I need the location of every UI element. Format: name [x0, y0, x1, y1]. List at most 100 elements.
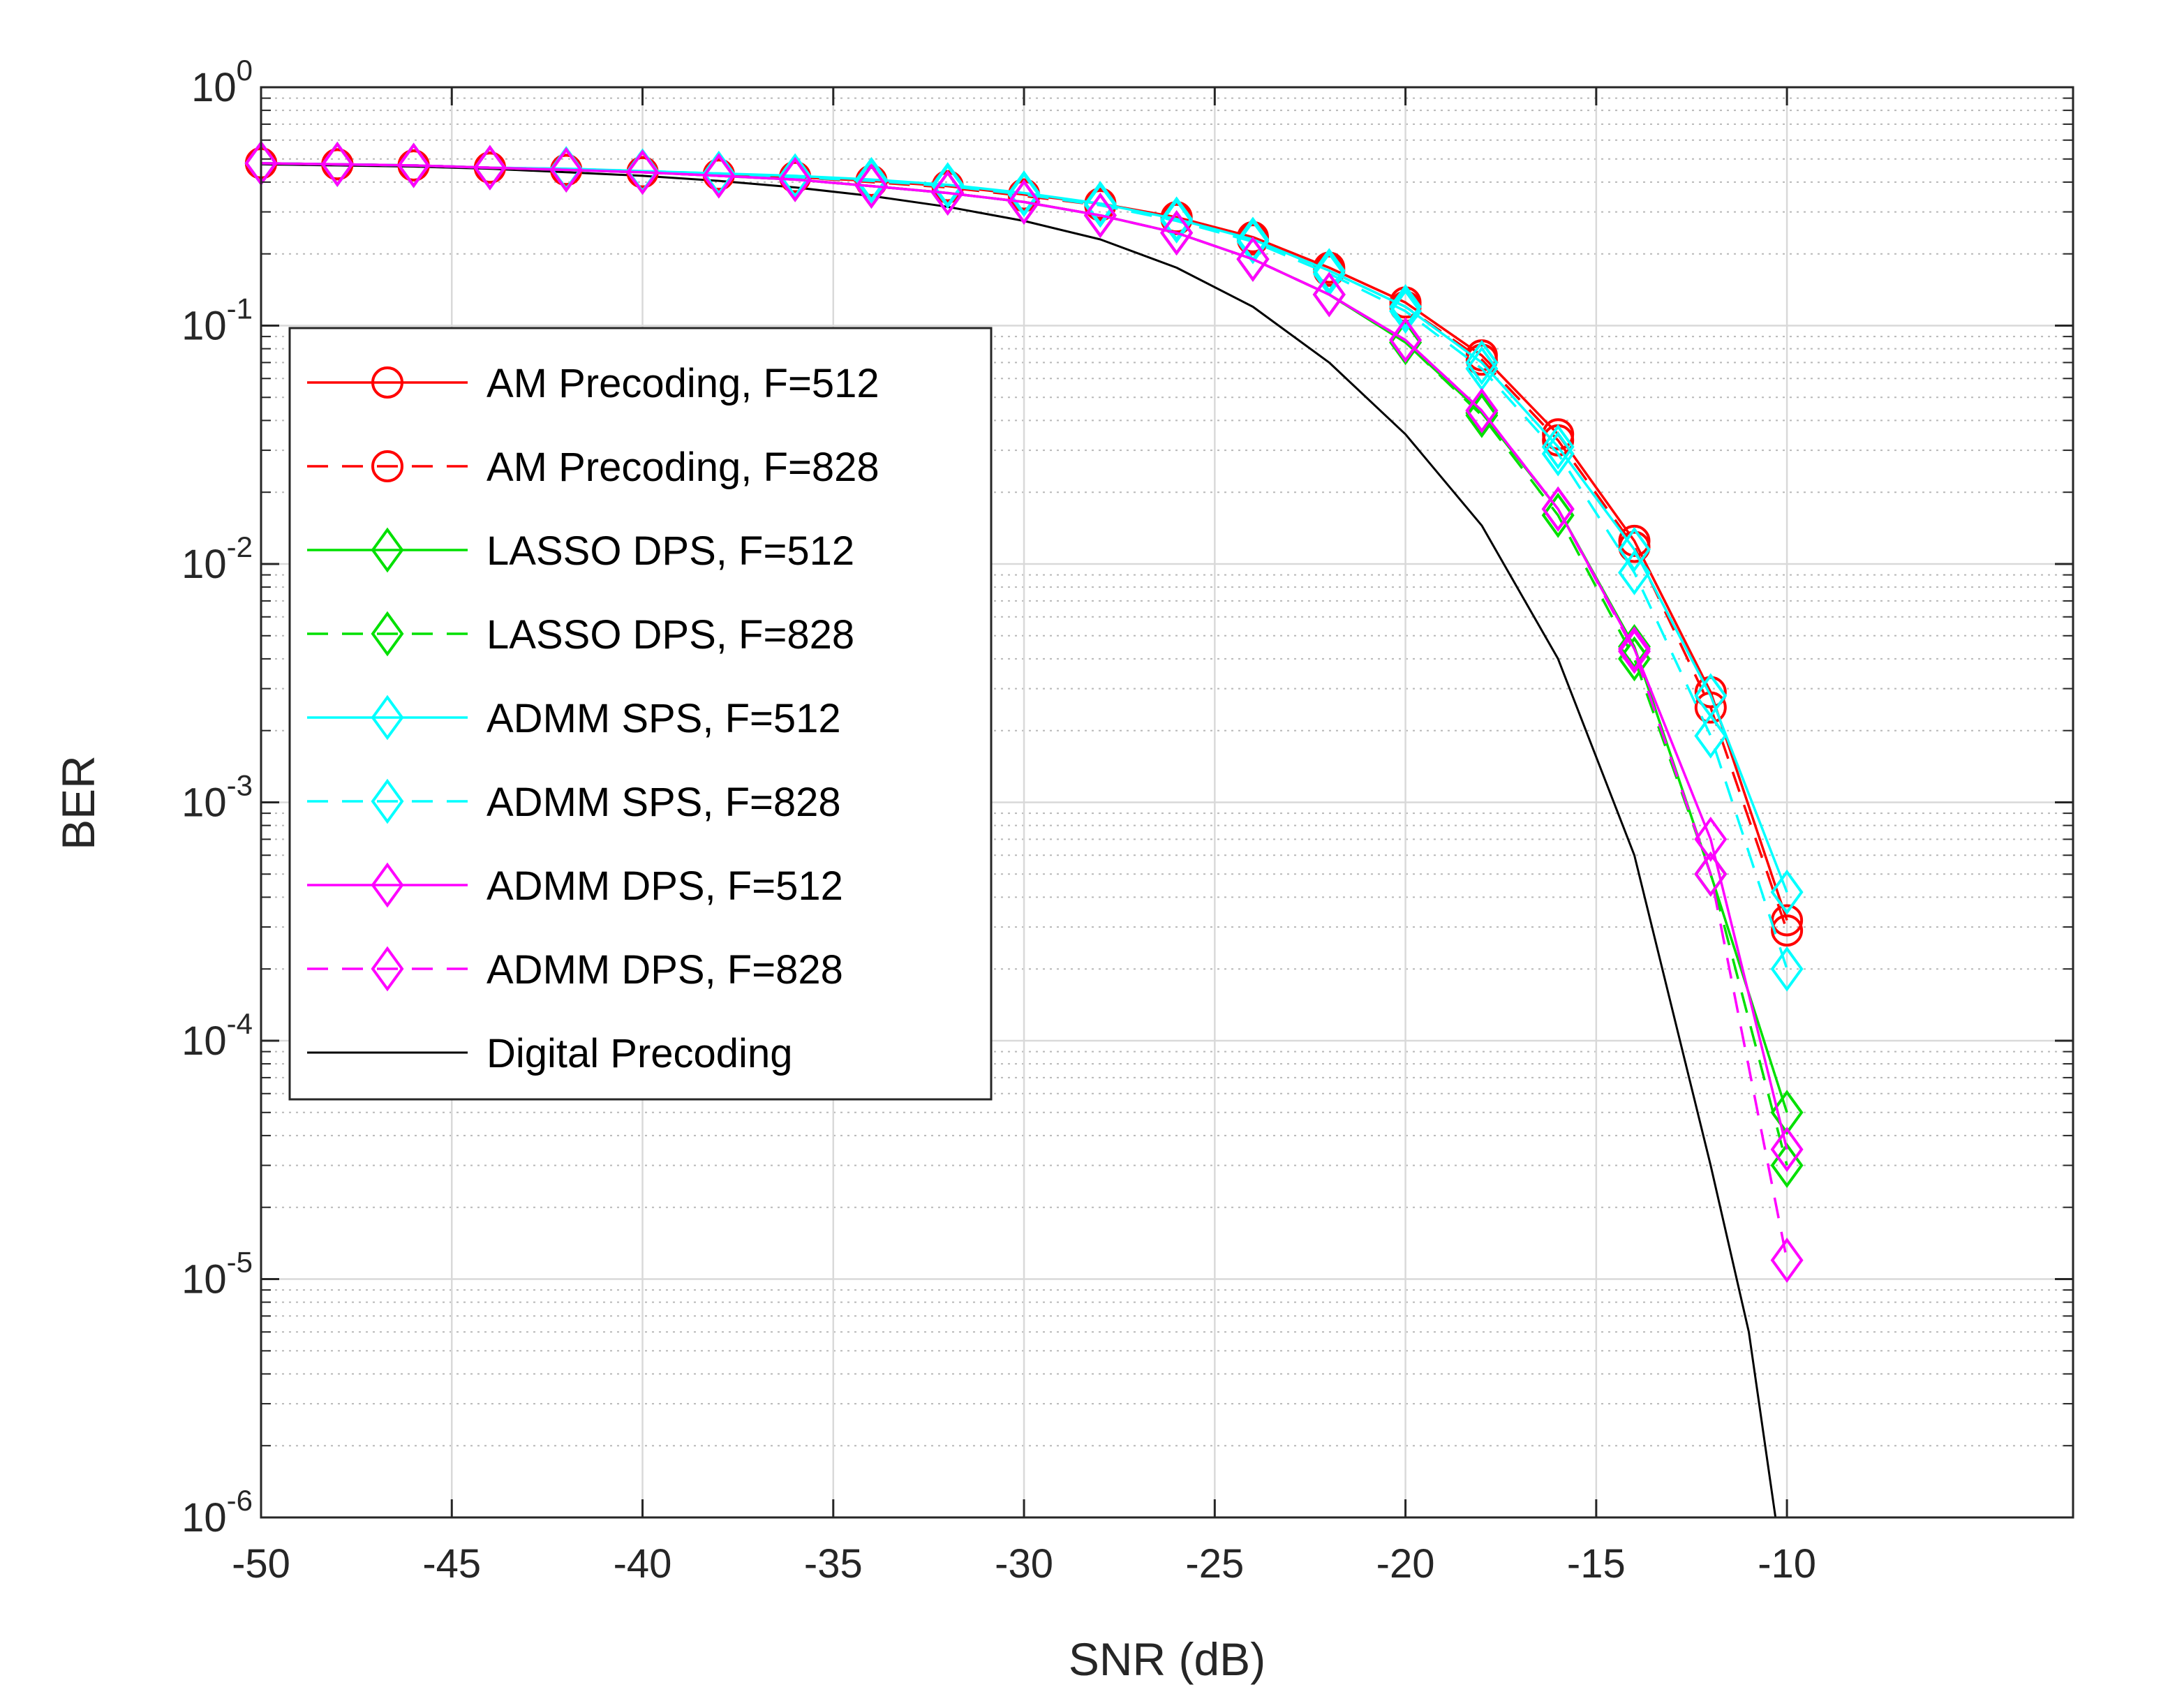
data-point-marker [1312, 272, 1346, 318]
data-point-marker [397, 142, 431, 188]
data-point-marker [1771, 914, 1804, 947]
series-line [260, 162, 1788, 1261]
data-point-marker [1618, 628, 1651, 674]
legend-marker [371, 946, 404, 992]
legend-box [288, 327, 993, 1101]
data-point-marker [1083, 193, 1117, 239]
data-point-marker [1160, 198, 1194, 244]
x-tick-label: -50 [232, 1541, 290, 1587]
legend-label: LASSO DPS, F=512 [487, 528, 854, 574]
data-point-marker [1618, 526, 1651, 572]
x-tick-label: -20 [1376, 1541, 1435, 1587]
data-point-marker [549, 147, 583, 193]
data-point-marker [1312, 248, 1346, 294]
legend-entry: AM Precoding, F=512 [307, 361, 879, 406]
data-point-marker [1618, 530, 1651, 563]
legend-label: ADMM DPS, F=828 [487, 947, 843, 993]
x-axis-label: SNR (dB) [1069, 1633, 1265, 1685]
legend-marker [371, 778, 404, 824]
axis-ticks: 100 10-1 10-2 10-3 10-4 10-5 10-6-50 -45 -40 -35 -… [181, 54, 2073, 1587]
data-point-marker [1541, 486, 1575, 532]
y-tick-label: 100 [191, 54, 253, 110]
data-point-marker [1618, 636, 1651, 682]
legend-marker [371, 695, 404, 741]
y-tick-label: 10-2 [181, 530, 253, 587]
data-point-marker [1465, 392, 1499, 438]
data-point-marker [1770, 946, 1804, 992]
x-tick-label: -25 [1185, 1541, 1244, 1587]
legend-entry: ADMM SPS, F=512 [307, 695, 841, 741]
data-point-marker [854, 158, 888, 204]
y-tick-label: 10-3 [181, 769, 253, 826]
legend-label: AM Precoding, F=512 [487, 361, 879, 406]
data-point-marker [702, 153, 736, 199]
series-line [260, 163, 1777, 1518]
data-point-marker [1770, 1127, 1804, 1173]
data-point-marker [1083, 182, 1117, 228]
data-point-marker [931, 170, 965, 216]
legend-entry: LASSO DPS, F=828 [307, 611, 854, 658]
data-point-marker [1541, 424, 1575, 470]
legend-label: ADMM SPS, F=828 [487, 780, 841, 825]
legend-label: AM Precoding, F=828 [487, 445, 879, 490]
data-point-marker [1007, 179, 1041, 225]
data-point-marker [1618, 549, 1651, 595]
data-point-marker [1694, 816, 1728, 862]
data-point-marker [1389, 284, 1423, 329]
y-tick-label: 10-5 [181, 1246, 253, 1302]
legend-entry: Digital Precoding [307, 1031, 792, 1076]
data-point-marker [1389, 320, 1423, 366]
data-point-marker [626, 149, 659, 195]
x-tick-label: -35 [804, 1541, 863, 1587]
y-tick-label: 10-4 [181, 1007, 253, 1064]
series-layer [244, 140, 1804, 1518]
data-point-marker [931, 163, 965, 209]
series-9 [260, 163, 1777, 1518]
data-point-marker [473, 144, 507, 191]
data-point-marker [1770, 869, 1804, 915]
x-tick-label: -15 [1567, 1541, 1626, 1587]
x-tick-label: -10 [1758, 1541, 1816, 1587]
data-point-marker [778, 156, 812, 202]
data-point-marker [1389, 317, 1423, 363]
legend-entry: LASSO DPS, F=512 [307, 527, 854, 574]
data-point-marker [1541, 431, 1575, 477]
series-8 [244, 140, 1804, 1283]
y-tick-label: 10-6 [181, 1484, 253, 1540]
legend-entry: ADMM DPS, F=828 [307, 946, 843, 993]
x-tick-label: -45 [422, 1541, 481, 1587]
data-point-marker [1541, 492, 1575, 538]
data-point-marker [1694, 691, 1727, 724]
legend-label: ADMM SPS, F=512 [487, 696, 841, 741]
x-tick-label: -30 [995, 1541, 1053, 1587]
data-point-marker [1236, 218, 1270, 265]
data-point-marker [1007, 172, 1041, 218]
y-tick-label: 10-1 [181, 292, 253, 349]
data-point-marker [1694, 713, 1728, 759]
legend-marker [371, 611, 404, 657]
x-tick-label: -40 [614, 1541, 672, 1587]
data-point-marker [1236, 236, 1270, 282]
legend-marker [371, 450, 403, 482]
legend-entry: AM Precoding, F=828 [307, 445, 879, 490]
data-point-marker [1770, 1238, 1804, 1283]
legend: AM Precoding, F=512 AM Precoding, F=828 LA… [288, 327, 993, 1101]
legend-label: LASSO DPS, F=828 [487, 612, 854, 658]
legend-label: ADMM DPS, F=512 [487, 863, 843, 909]
data-point-marker [320, 141, 354, 187]
data-point-marker [778, 154, 812, 200]
data-point-marker [1694, 851, 1728, 897]
legend-label: Digital Precoding [487, 1031, 792, 1076]
data-point-marker [1465, 343, 1498, 376]
data-point-marker [1160, 210, 1194, 256]
legend-entry: ADMM SPS, F=828 [307, 778, 841, 825]
data-point-marker [1465, 387, 1499, 433]
legend-marker [371, 366, 403, 399]
legend-marker [371, 527, 404, 573]
legend-marker [371, 862, 404, 908]
y-axis-label: BER [52, 755, 104, 850]
data-point-marker [702, 151, 736, 196]
data-point-marker [1770, 1143, 1804, 1188]
data-point-marker [1465, 339, 1499, 385]
